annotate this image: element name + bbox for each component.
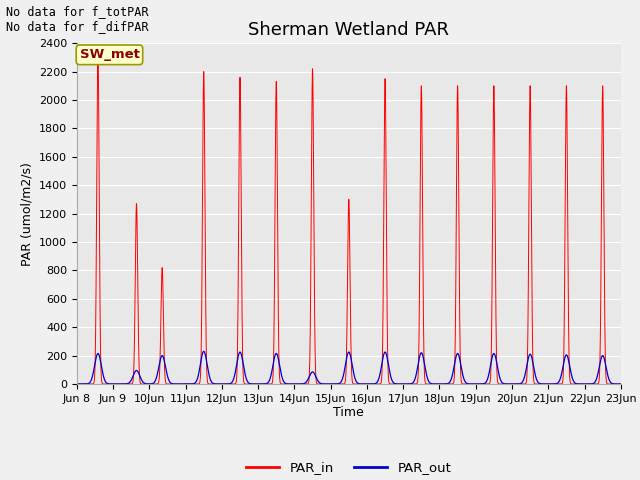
Text: SW_met: SW_met [79, 48, 140, 61]
Y-axis label: PAR (umol/m2/s): PAR (umol/m2/s) [20, 162, 33, 265]
X-axis label: Time: Time [333, 407, 364, 420]
Legend: PAR_in, PAR_out: PAR_in, PAR_out [241, 456, 456, 480]
Text: No data for f_totPAR
No data for f_difPAR: No data for f_totPAR No data for f_difPA… [6, 5, 149, 33]
Title: Sherman Wetland PAR: Sherman Wetland PAR [248, 21, 449, 39]
